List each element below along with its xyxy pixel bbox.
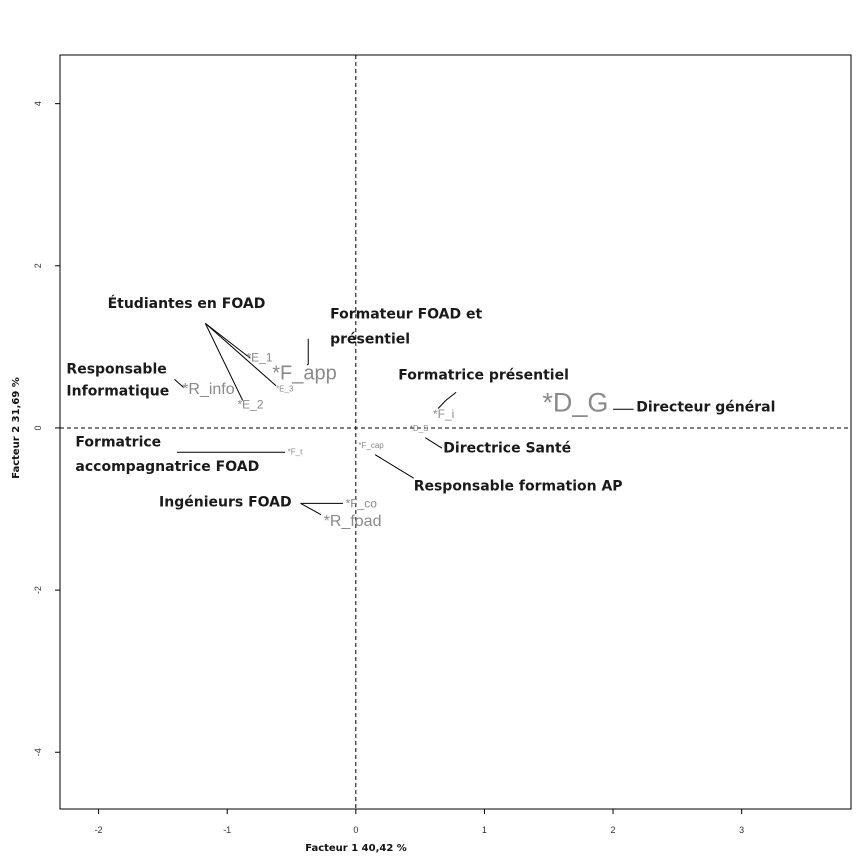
- annotation-label: Formatrice: [75, 435, 161, 451]
- point-label: *F_cap: [358, 441, 384, 450]
- leader-line: [425, 438, 442, 449]
- annotation-label: Responsable: [66, 362, 166, 378]
- x-tick-label: 0: [353, 825, 358, 835]
- y-axis-title: Facteur 2 31,69 %: [11, 377, 22, 479]
- point-label: *E_3: [276, 384, 294, 393]
- x-tick-label: 3: [739, 825, 744, 835]
- annotation-label: Formateur FOAD et: [330, 306, 482, 322]
- point-label: *F_co: [346, 496, 378, 510]
- point-label: *E_1: [246, 350, 272, 364]
- leader-line: [301, 503, 322, 514]
- y-tick-label: 0: [33, 425, 43, 430]
- point-label: *F_t: [288, 448, 303, 457]
- annotation-label: accompagnatrice FOAD: [75, 459, 259, 475]
- annotation-label: Directeur général: [636, 400, 775, 416]
- annotation-label: Responsable formation AP: [414, 478, 623, 494]
- point-label: *E_2: [237, 397, 263, 411]
- y-axis-ticks: -4 -2 0 2 4: [33, 101, 60, 756]
- y-tick-label: 2: [33, 263, 43, 268]
- point-label: *F_app: [272, 362, 337, 384]
- y-tick-label: 4: [33, 101, 43, 106]
- point-label: *D_S: [410, 424, 429, 433]
- annotation-label: Informatique: [66, 384, 169, 400]
- x-tick-label: 1: [482, 825, 487, 835]
- annotation-label: Directrice Santé: [443, 440, 571, 456]
- point-label: *F_i: [433, 407, 454, 421]
- reference-lines: [60, 55, 851, 809]
- annotation-label: Formatrice présentiel: [398, 367, 569, 383]
- x-tick-label: 2: [611, 825, 616, 835]
- x-axis-title: Facteur 1 40,42 %: [305, 843, 407, 854]
- point-label: *R_foad: [324, 513, 382, 530]
- point-label: *R_info: [182, 381, 235, 398]
- annotations: Étudiantes en FOAD Formateur FOAD et prése…: [66, 295, 775, 511]
- leader-line: [375, 455, 414, 479]
- x-tick-label: -1: [223, 825, 231, 835]
- annotation-label: présentiel: [330, 332, 410, 348]
- y-tick-label: -2: [33, 586, 43, 594]
- x-tick-label: -2: [95, 825, 103, 835]
- x-axis-ticks: -2 -1 0 1 2 3: [95, 809, 745, 835]
- annotation-label: Étudiantes en FOAD: [108, 295, 266, 312]
- annotation-label: Ingénieurs FOAD: [159, 495, 292, 511]
- plot-frame: [60, 55, 851, 809]
- point-label: *D_G: [542, 388, 608, 418]
- leader-line: [446, 392, 456, 400]
- leader-line: [205, 323, 250, 358]
- y-tick-label: -4: [33, 748, 43, 756]
